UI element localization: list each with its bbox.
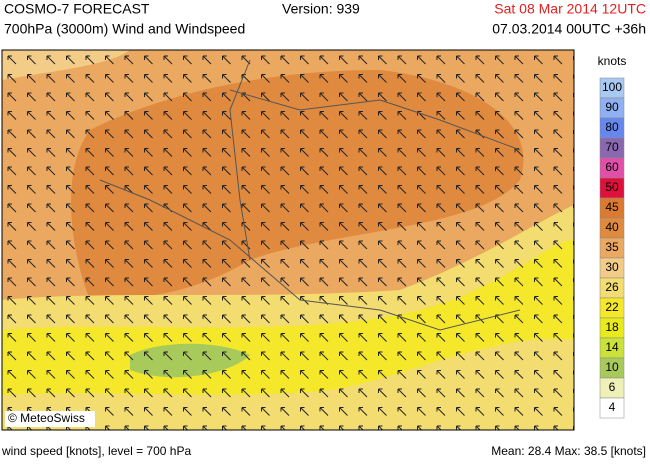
footer-left: wind speed [knots], level = 700 hPa xyxy=(1,444,191,458)
legend-label: 70 xyxy=(605,140,619,154)
legend-label: 14 xyxy=(605,340,619,354)
legend-label: 10 xyxy=(605,360,619,374)
legend-label: 6 xyxy=(609,380,616,394)
legend-label: 40 xyxy=(605,220,619,234)
legend-label: 35 xyxy=(605,240,619,254)
subtitle: 700hPa (3000m) Wind and Windspeed xyxy=(4,21,245,37)
legend-swatch xyxy=(599,397,625,419)
legend-label: 50 xyxy=(605,180,619,194)
legend-label: 90 xyxy=(605,100,619,114)
version: Version: 939 xyxy=(282,1,360,17)
legend-label: 45 xyxy=(605,200,619,214)
map: © MeteoSwiss xyxy=(1,49,575,431)
legend-label: 100 xyxy=(602,80,622,94)
legend-label: 4 xyxy=(609,400,616,414)
footer-right: Mean: 28.4 Max: 38.5 [knots] xyxy=(491,444,646,458)
run-time: 07.03.2014 00UTC +36h xyxy=(492,21,646,37)
title: COSMO-7 FORECAST xyxy=(4,1,150,17)
legend: knots 100 90 80 70 60 50 45 40 35 30 26 22 18 14 10 6 4 xyxy=(598,54,627,419)
legend-label: 60 xyxy=(605,160,619,174)
legend-title: knots xyxy=(598,54,627,68)
copyright: © MeteoSwiss xyxy=(8,411,85,425)
valid-time: Sat 08 Mar 2014 12UTC xyxy=(494,1,646,17)
legend-label: 30 xyxy=(605,260,619,274)
legend-label: 18 xyxy=(605,320,619,334)
legend-label: 80 xyxy=(605,120,619,134)
legend-label: 22 xyxy=(605,300,619,314)
legend-label: 26 xyxy=(605,280,619,294)
